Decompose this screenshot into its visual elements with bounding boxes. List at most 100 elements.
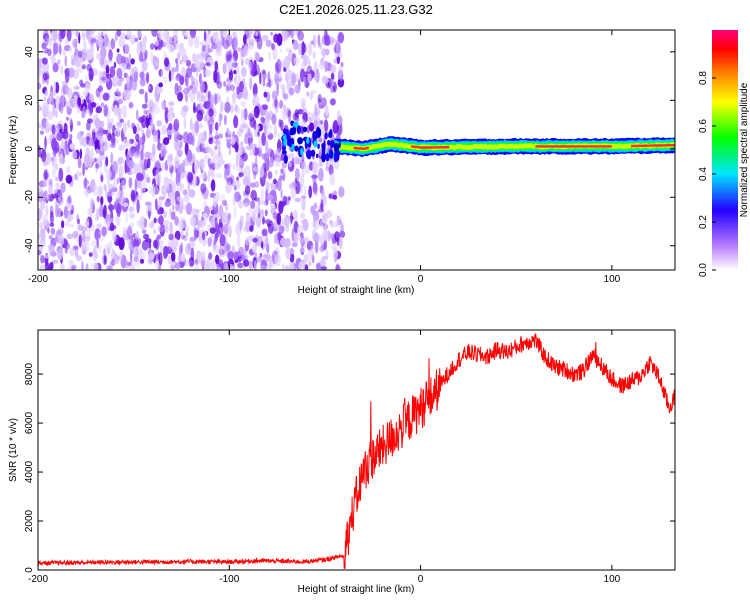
- spectrogram-noise-blob: [100, 45, 107, 59]
- spectrogram-noise-blob: [216, 223, 220, 236]
- spectrogram-noise-blob: [319, 218, 327, 229]
- spectrogram-noise-blob: [168, 70, 172, 82]
- spectrogram-noise-blob: [219, 243, 223, 258]
- spectrogram-noise-blob: [128, 206, 135, 213]
- spectrogram-noise-blob: [117, 158, 122, 166]
- spectrogram-noise-blob: [82, 105, 86, 119]
- spectrogram-noise-blob: [225, 181, 232, 194]
- snr-x-tick-label: 0: [418, 574, 424, 585]
- spectrogram-noise-blob: [303, 253, 309, 263]
- spectrogram-noise-blob: [306, 55, 310, 65]
- spectrogram-noise-blob: [204, 264, 209, 270]
- spectrogram-noise-blob: [109, 200, 112, 213]
- spectrogram-noise-blob: [179, 183, 184, 190]
- spectrogram-noise-blob: [168, 153, 174, 162]
- spectrogram-x-tick-label: -100: [219, 274, 239, 285]
- spectrogram-noise-blob: [65, 174, 73, 184]
- spectrogram-noise-blob: [66, 87, 73, 98]
- spectrogram-noise-blob: [224, 101, 231, 114]
- spectrogram-noise-blob: [225, 163, 231, 176]
- spectrogram-noise-blob: [100, 196, 104, 206]
- spectrogram-noise-blob: [284, 222, 289, 232]
- spectrogram-noise-blob: [95, 148, 100, 154]
- snr-y-tick-label: 2000: [24, 509, 35, 532]
- spectrogram-noise-blob: [329, 36, 335, 46]
- spectrogram-noise-blob: [185, 73, 189, 87]
- spectrogram-noise-blob: [101, 76, 106, 81]
- spectrogram-noise-blob: [200, 259, 206, 268]
- spectrogram-noise-blob: [204, 69, 211, 77]
- spectrogram-noise-blob: [171, 67, 177, 73]
- spectrogram-noise-blob: [243, 34, 247, 45]
- snr-x-label: Height of straight line (km): [298, 584, 415, 595]
- spectrogram-noise-blob: [49, 40, 52, 49]
- spectrogram-noise-blob: [103, 248, 106, 256]
- spectrogram-transition-blob: [329, 140, 335, 148]
- spectrogram-noise-blob: [300, 183, 303, 194]
- spectrogram-noise-blob: [201, 83, 206, 92]
- spectrogram-noise-blob: [214, 161, 221, 170]
- spectrogram-noise-blob: [126, 225, 133, 240]
- spectrogram-noise-blob: [323, 119, 329, 132]
- spectrogram-transition-blob: [309, 142, 311, 148]
- spectrogram-noise-blob: [49, 222, 55, 227]
- spectrogram-noise-blob: [167, 109, 174, 122]
- spectrogram-noise-blob: [175, 61, 179, 73]
- spectrogram-noise-blob: [338, 51, 343, 58]
- spectrogram-noise-blob: [221, 38, 225, 46]
- spectrogram-noise-blob: [68, 259, 74, 267]
- spectrogram-noise-blob: [312, 34, 317, 48]
- spectrogram-noise-blob: [243, 202, 249, 207]
- spectrogram-noise-blob: [38, 104, 42, 111]
- spectrogram-noise-blob: [135, 150, 141, 155]
- spectrogram-noise-blob: [208, 137, 213, 145]
- spectrogram-noise-blob: [111, 248, 115, 260]
- spectrogram-noise-blob: [144, 151, 151, 159]
- spectrogram-noise-blob: [171, 251, 176, 262]
- spectrogram-noise-blob: [233, 185, 237, 191]
- spectrogram-transition-blob: [313, 140, 318, 148]
- spectrogram-noise-blob: [178, 245, 182, 258]
- spectrogram-noise-blob: [159, 245, 164, 253]
- spectrogram-noise-blob: [260, 187, 264, 201]
- spectrogram-noise-blob: [58, 167, 64, 182]
- spectrogram-noise-blob: [270, 189, 277, 196]
- spectrogram-transition-blob: [286, 129, 289, 141]
- spectrogram-noise-blob: [324, 60, 329, 73]
- spectrogram-noise-blob: [279, 48, 283, 53]
- spectrogram-noise-blob: [239, 123, 245, 133]
- spectrogram-noise-blob: [242, 123, 248, 129]
- spectrogram-noise-blob: [99, 154, 106, 161]
- spectrogram-noise-blob: [136, 220, 143, 227]
- spectrogram-noise-blob: [304, 165, 311, 174]
- spectrogram-noise-blob: [60, 211, 64, 217]
- spectrogram-noise-blob: [233, 115, 239, 129]
- spectrogram-noise-blob: [44, 90, 48, 97]
- spectrogram-noise-blob: [90, 37, 97, 44]
- spectrogram-noise-blob: [144, 49, 148, 60]
- spectrogram-noise-blob: [337, 32, 345, 44]
- spectrogram-noise-blob: [39, 221, 43, 230]
- spectrogram-noise-blob: [280, 83, 285, 90]
- spectrogram-noise-blob: [93, 245, 97, 250]
- spectrogram-noise-blob: [201, 95, 206, 103]
- spectrogram-noise-blob: [59, 44, 62, 55]
- spectrogram-noise-blob: [278, 225, 285, 235]
- spectrogram-noise-blob: [67, 214, 74, 221]
- spectrogram-noise-blob: [329, 81, 336, 87]
- spectrogram-noise-blob: [59, 263, 65, 270]
- spectrogram-noise-blob: [128, 177, 133, 189]
- spectrogram-noise-blob: [208, 108, 214, 117]
- spectrogram-noise-blob: [38, 180, 46, 188]
- spectrogram-noise-blob: [168, 101, 175, 106]
- spectrogram-noise-blob: [51, 259, 59, 264]
- spectrogram-noise-blob: [264, 219, 271, 225]
- spectrogram-transition-blob: [306, 137, 310, 145]
- spectrogram-noise-blob: [332, 247, 338, 260]
- colorbar: 0.0 0.2 0.4 0.6 0.8 Normalized spectral ampl…: [698, 30, 750, 277]
- spectrogram-noise-blob: [51, 158, 55, 167]
- spectrogram-noise-blob: [281, 200, 286, 207]
- spectrogram-noise-blob: [274, 157, 281, 168]
- spectrogram-noise-blob: [320, 266, 328, 270]
- spectrogram-noise-blob: [229, 264, 234, 270]
